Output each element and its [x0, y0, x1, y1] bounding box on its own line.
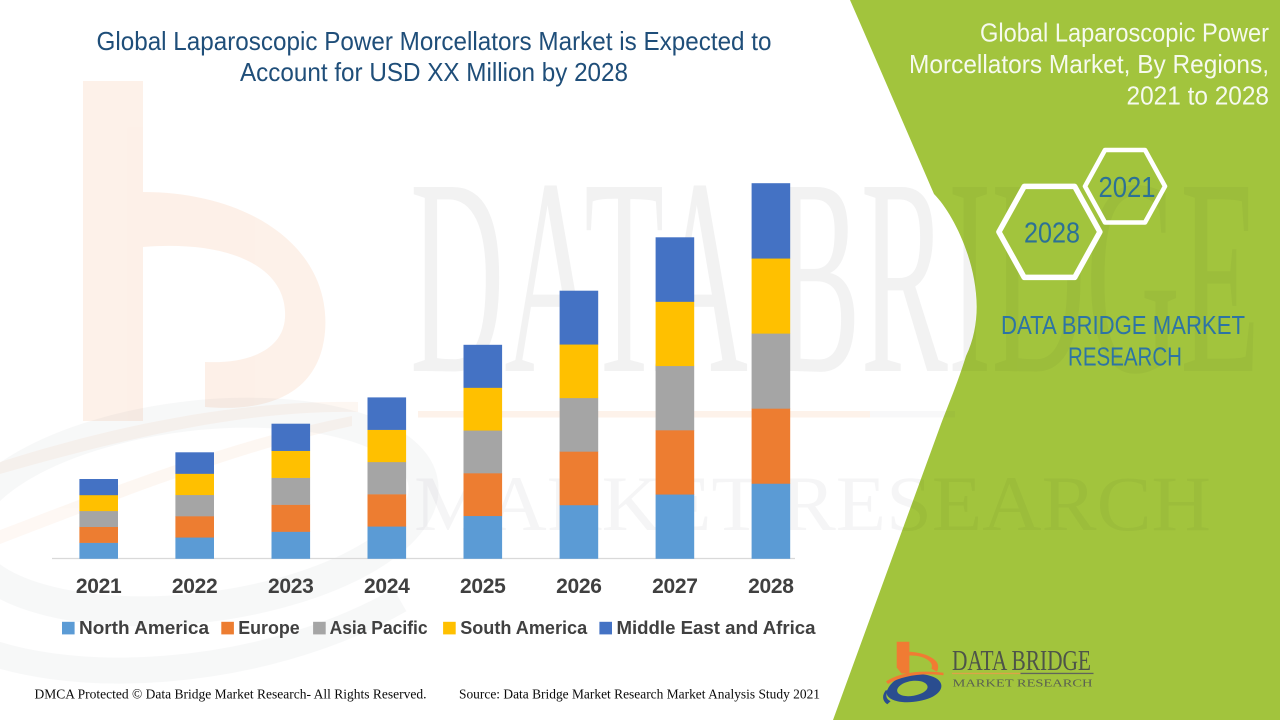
- svg-text:2028: 2028: [748, 575, 794, 598]
- svg-text:North America: North America: [79, 617, 210, 638]
- svg-text:Middle East and Africa: Middle East and Africa: [617, 617, 817, 638]
- svg-text:Account for USD XX Million by: Account for USD XX Million by 2028: [240, 57, 628, 87]
- svg-text:Morcellators Market, By Region: Morcellators Market, By Regions,: [909, 49, 1269, 79]
- svg-text:South America: South America: [460, 617, 588, 638]
- svg-text:2021: 2021: [76, 575, 122, 598]
- svg-text:2026: 2026: [556, 575, 602, 598]
- svg-text:2022: 2022: [172, 575, 218, 598]
- svg-text:Global Laparoscopic Power: Global Laparoscopic Power: [980, 18, 1269, 48]
- svg-text:2027: 2027: [652, 575, 698, 598]
- svg-text:2025: 2025: [460, 575, 506, 598]
- svg-text:DMCA Protected © Data Bridge M: DMCA Protected © Data Bridge Market Rese…: [35, 688, 427, 703]
- svg-text:MARKET RESEARCH: MARKET RESEARCH: [953, 677, 1093, 689]
- svg-text:2028: 2028: [1024, 218, 1080, 250]
- svg-text:2023: 2023: [268, 575, 314, 598]
- svg-text:DATA BRIDGE MARKET: DATA BRIDGE MARKET: [1001, 310, 1245, 340]
- svg-text:RESEARCH: RESEARCH: [1068, 342, 1182, 372]
- svg-text:2021: 2021: [1099, 172, 1156, 204]
- svg-text:Global Laparoscopic Power Morc: Global Laparoscopic Power Morcellators M…: [97, 26, 772, 56]
- svg-text:Source: Data Bridge Market Res: Source: Data Bridge Market Research Mark…: [459, 688, 820, 703]
- svg-text:Asia Pacific: Asia Pacific: [330, 617, 428, 638]
- svg-text:DATA BRIDGE: DATA BRIDGE: [952, 645, 1091, 677]
- svg-text:2021 to 2028: 2021 to 2028: [1127, 81, 1270, 111]
- svg-text:2024: 2024: [364, 575, 410, 598]
- svg-text:Europe: Europe: [238, 617, 300, 638]
